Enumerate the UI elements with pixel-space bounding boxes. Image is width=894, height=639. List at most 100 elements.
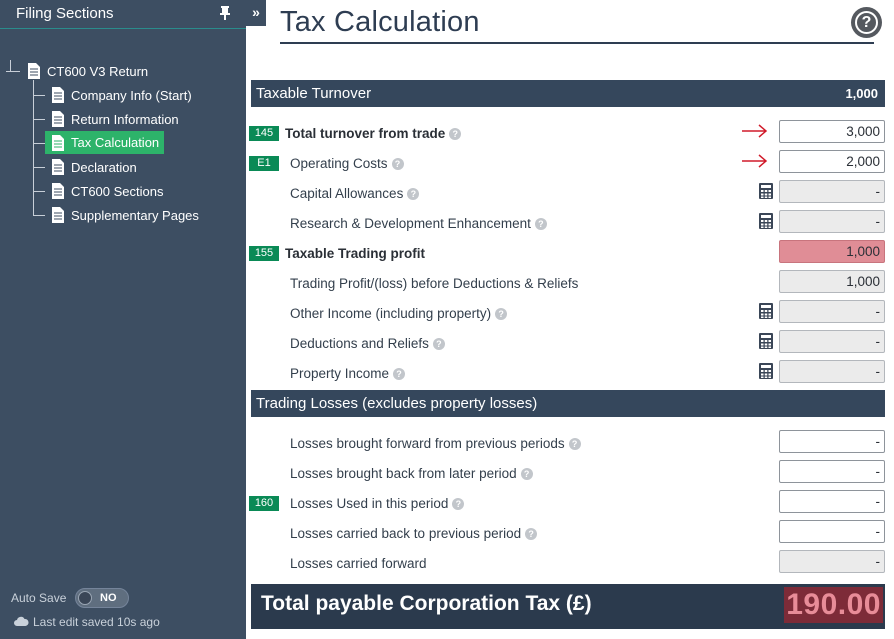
help-icon[interactable]: ? [452, 498, 465, 510]
pin-icon[interactable] [218, 5, 232, 21]
trading-profit-before-reliefs-field: 1,000 [779, 270, 885, 293]
box-badge: 155 [249, 246, 279, 261]
help-icon[interactable]: ? [407, 188, 420, 200]
sidebar: Filing Sections CT600 V3 Return Company … [0, 0, 246, 639]
help-button[interactable]: ? [851, 7, 882, 38]
box-badge: 145 [249, 126, 279, 141]
document-icon [52, 207, 64, 223]
autosave-toggle[interactable]: NO [75, 588, 129, 608]
sidebar-item-label: Company Info (Start) [71, 87, 192, 103]
losses-brought-back-input[interactable]: - [779, 460, 885, 483]
row-label: Deductions and Reliefs? [290, 336, 445, 351]
sidebar-item-label: CT600 Sections [71, 183, 164, 199]
sidebar-item-supplementary-pages[interactable]: Supplementary Pages [51, 203, 199, 227]
row-label: Losses carried back to previous period? [290, 526, 538, 541]
row-label: Other Income (including property)? [290, 306, 508, 321]
capital-allowances-field: - [779, 180, 885, 203]
row-total-turnover: 145 Total turnover from trade? 3,000 [249, 120, 885, 150]
turnover-input[interactable]: 3,000 [779, 120, 885, 143]
calculator-icon[interactable] [758, 362, 774, 380]
title-divider [280, 42, 874, 44]
row-label: Research & Development Enhancement? [290, 216, 547, 231]
total-value: 190.00 [784, 587, 883, 623]
section-trading-losses: Trading Losses (excludes property losses… [251, 390, 885, 417]
losses-brought-forward-input[interactable]: - [779, 430, 885, 453]
autosave-state: NO [100, 592, 117, 604]
row-label: Losses brought back from later period? [290, 466, 533, 481]
sidebar-item-ct600-sections[interactable]: CT600 Sections [51, 179, 164, 203]
row-taxable-trading-profit: 155 Taxable Trading profit 1,000 [249, 240, 885, 270]
section-title: Taxable Turnover [256, 85, 372, 102]
document-icon [52, 87, 64, 103]
total-label: Total payable Corporation Tax (£) [261, 592, 592, 615]
row-losses-brought-back: Losses brought back from later period? - [251, 460, 885, 490]
section-total: 1,000 [845, 86, 878, 101]
sidebar-item-label: Return Information [71, 111, 179, 127]
sidebar-item-company-info[interactable]: Company Info (Start) [51, 83, 192, 107]
deductions-reliefs-field: - [779, 330, 885, 353]
calculator-icon[interactable] [758, 302, 774, 320]
row-label: Losses carried forward [290, 556, 427, 571]
sidebar-item-label: Tax Calculation [71, 135, 160, 150]
help-icon[interactable]: ? [393, 368, 406, 380]
row-label: Total turnover from trade? [285, 126, 462, 141]
help-icon[interactable]: ? [391, 158, 404, 170]
document-icon [52, 183, 64, 199]
row-deductions-reliefs: Deductions and Reliefs? - [251, 330, 885, 360]
help-icon[interactable]: ? [568, 438, 581, 450]
cloud-icon [14, 616, 29, 626]
document-icon [28, 63, 40, 79]
last-saved-status: Last edit saved 10s ago [33, 615, 160, 629]
sidebar-item-declaration[interactable]: Declaration [51, 155, 137, 179]
rd-enhancement-field: - [779, 210, 885, 233]
sidebar-item-label: Declaration [71, 159, 137, 175]
help-icon[interactable]: ? [432, 338, 445, 350]
losses-used-input[interactable]: - [779, 490, 885, 513]
page-title: Tax Calculation [280, 6, 480, 38]
help-icon[interactable]: ? [449, 128, 462, 140]
row-label: Trading Profit/(loss) before Deductions … [290, 276, 579, 291]
row-property-income: Property Income? - [251, 360, 885, 390]
operating-costs-input[interactable]: 2,000 [779, 150, 885, 173]
help-icon[interactable]: ? [534, 218, 547, 230]
section-taxable-turnover: Taxable Turnover 1,000 [251, 80, 885, 107]
calculator-icon[interactable] [758, 212, 774, 230]
sidebar-title: Filing Sections [16, 5, 114, 22]
row-losses-used: 160 Losses Used in this period? - [249, 490, 885, 520]
document-icon [52, 159, 64, 175]
help-icon: ? [855, 11, 878, 34]
row-rd-enhancement: Research & Development Enhancement? - [251, 210, 885, 240]
sidebar-item-tax-calculation[interactable]: Tax Calculation [45, 131, 165, 154]
tree-root-label: CT600 V3 Return [47, 63, 149, 79]
total-bar: Total payable Corporation Tax (£) 190.00 [251, 584, 885, 629]
losses-carried-back-input[interactable]: - [779, 520, 885, 543]
row-label: Capital Allowances? [290, 186, 420, 201]
box-badge: 160 [249, 496, 279, 511]
help-icon[interactable]: ? [520, 468, 533, 480]
help-icon[interactable]: ? [525, 528, 538, 540]
calculator-icon[interactable] [758, 332, 774, 350]
section-title: Trading Losses (excludes property losses… [256, 395, 538, 412]
sidebar-item-return-information[interactable]: Return Information [51, 107, 179, 131]
row-capital-allowances: Capital Allowances? - [251, 180, 885, 210]
calculator-icon[interactable] [758, 182, 774, 200]
row-label: Losses Used in this period? [290, 496, 465, 511]
toggle-knob [78, 591, 92, 605]
arrow-right-icon [742, 124, 768, 138]
collapse-sidebar-button[interactable]: » [246, 0, 266, 26]
row-operating-costs: E1 Operating Costs? 2,000 [249, 150, 885, 180]
taxable-trading-profit-field: 1,000 [779, 240, 885, 263]
autosave-label: Auto Save [11, 591, 67, 605]
row-other-income: Other Income (including property)? - [251, 300, 885, 330]
sidebar-header: Filing Sections [0, 0, 246, 29]
row-trading-profit-before-reliefs: Trading Profit/(loss) before Deductions … [251, 270, 885, 300]
tree-root[interactable]: CT600 V3 Return [27, 59, 148, 83]
help-icon[interactable]: ? [495, 308, 508, 320]
row-losses-carried-back: Losses carried back to previous period? … [251, 520, 885, 550]
sidebar-item-label: Supplementary Pages [71, 207, 199, 223]
losses-carried-forward-field: - [779, 550, 885, 573]
other-income-field: - [779, 300, 885, 323]
document-icon [52, 111, 64, 127]
box-badge: E1 [249, 156, 279, 171]
row-losses-brought-forward: Losses brought forward from previous per… [251, 430, 885, 460]
